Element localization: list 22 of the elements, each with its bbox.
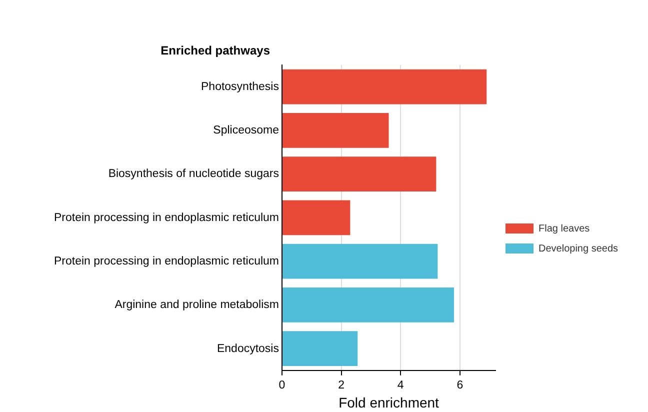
y-tick-label: Endocytosis xyxy=(216,342,280,355)
x-tick-label: 2 xyxy=(338,379,345,392)
x-tick-label: 4 xyxy=(397,379,404,392)
x-tick-label: 0 xyxy=(278,379,286,392)
bar xyxy=(282,200,350,236)
bar xyxy=(282,69,487,104)
bar xyxy=(282,156,436,192)
legend-label: Developing seeds xyxy=(538,243,618,254)
y-tick-label: Spliceosome xyxy=(213,124,279,137)
y-tick-label: Photosynthesis xyxy=(201,80,280,93)
bar xyxy=(282,244,438,279)
bar xyxy=(282,331,358,366)
y-tick-label: Arginine and proline metabolism xyxy=(114,299,279,312)
y-tick-label: Protein processing in endoplasmic reticulum xyxy=(54,212,279,224)
x-axis-title: Fold enrichment xyxy=(338,394,440,410)
bar xyxy=(282,288,454,322)
y-axis-title: Enriched pathways xyxy=(160,43,270,58)
bar xyxy=(282,112,389,148)
x-tick-label: 6 xyxy=(456,379,464,392)
y-tick-label: Protein processing in endoplasmic reticulum xyxy=(54,256,279,268)
y-tick-label: Biosynthesis of nucleotide sugars xyxy=(108,168,280,180)
legend-label: Flag leaves xyxy=(538,223,590,234)
